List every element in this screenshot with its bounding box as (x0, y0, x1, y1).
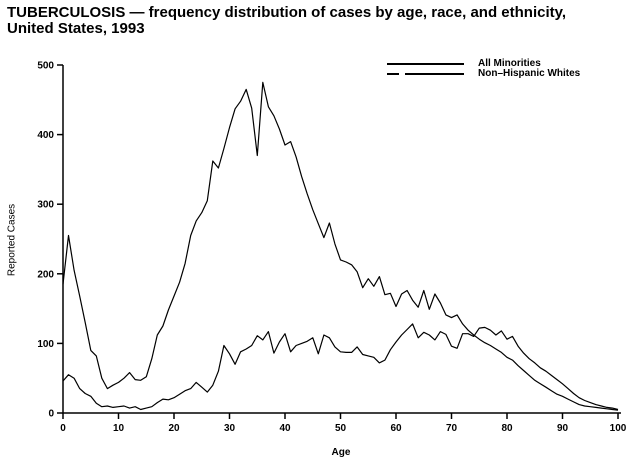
x-tick-label: 60 (390, 423, 402, 434)
y-tick-label: 400 (37, 130, 54, 141)
x-tick-label: 70 (446, 423, 458, 434)
x-tick-label: 90 (557, 423, 569, 434)
x-tick-label: 10 (113, 423, 125, 434)
x-tick-label: 40 (279, 423, 291, 434)
x-tick-label: 80 (501, 423, 513, 434)
y-tick-label: 300 (37, 200, 54, 211)
y-tick-label: 0 (48, 409, 54, 420)
legend-line-non-hispanic-whites-dash (387, 73, 399, 75)
y-tick-label: 500 (37, 61, 54, 72)
axes (62, 65, 621, 414)
chart-title: TUBERCULOSIS — frequency distribution of… (7, 5, 635, 37)
x-tick-label: 100 (610, 423, 627, 434)
y-tick-label: 100 (37, 339, 54, 350)
y-tick-label: 200 (37, 269, 54, 280)
series-line-all-minorities (62, 81, 619, 411)
x-axis-label: Age (331, 447, 351, 458)
x-tick-label: 0 (60, 423, 66, 434)
x-tick-label: 50 (335, 423, 347, 434)
chart-title-line2: United States, 1993 (7, 20, 145, 37)
x-tick-label: 30 (224, 423, 236, 434)
legend-label-non-hispanic-whites: Non–Hispanic Whites (478, 68, 581, 79)
series-line-non-hispanic-whites (62, 323, 619, 411)
x-tick-label: 20 (168, 423, 180, 434)
legend-line-non-hispanic-whites (405, 73, 464, 75)
legend-line-all-minorities (387, 63, 464, 65)
chart-title-line1: TUBERCULOSIS — frequency distribution of… (7, 4, 567, 21)
legend-label-all-minorities: All Minorities (478, 58, 541, 69)
